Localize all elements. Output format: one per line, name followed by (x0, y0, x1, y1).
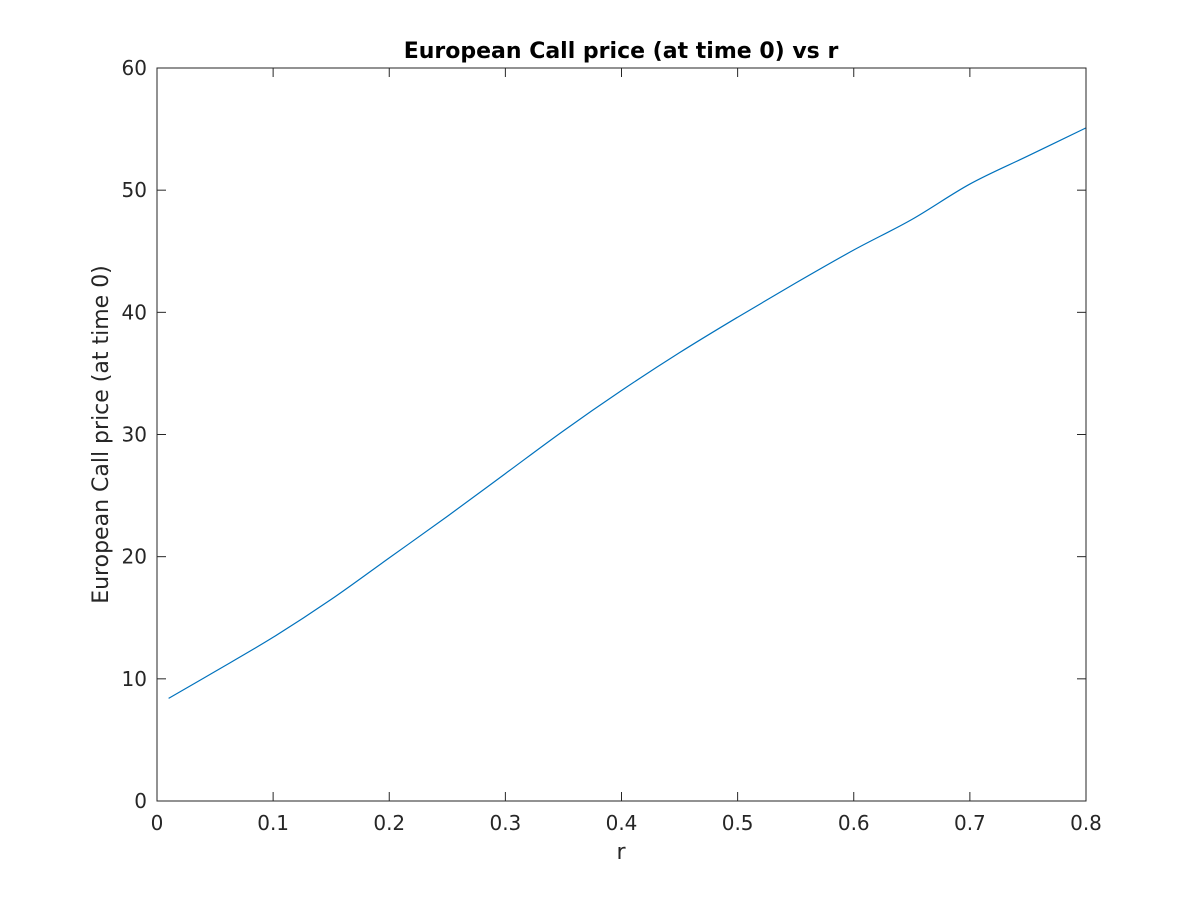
x-tick-label: 0.5 (722, 811, 754, 835)
x-tick-label: 0.1 (257, 811, 289, 835)
y-tick-label: 30 (122, 423, 147, 447)
x-axis: 0 0.1 0.2 0.3 0.4 0.5 0.6 0.7 0.8 (151, 68, 1102, 835)
plot-area (157, 68, 1086, 801)
x-tick-label: 0.3 (489, 811, 521, 835)
x-tick-label: 0.2 (373, 811, 405, 835)
y-tick-label: 50 (122, 178, 147, 202)
x-tick-label: 0.7 (954, 811, 986, 835)
y-axis-label: European Call price (at time 0) (89, 265, 114, 604)
x-tick-label: 0.6 (838, 811, 870, 835)
x-tick-label: 0 (151, 811, 164, 835)
x-axis-label: r (616, 840, 626, 865)
x-tick-label: 0.8 (1070, 811, 1102, 835)
y-tick-label: 40 (122, 300, 147, 324)
series-layer (168, 127, 1087, 699)
y-tick-label: 0 (134, 789, 147, 813)
y-tick-label: 10 (122, 667, 147, 691)
y-tick-label: 20 (122, 545, 147, 569)
chart-title: European Call price (at time 0) vs r (404, 39, 839, 64)
x-tick-label: 0.4 (606, 811, 638, 835)
y-axis: 0 10 20 30 40 50 60 (122, 56, 1086, 813)
series-line (168, 127, 1087, 699)
y-tick-label: 60 (122, 56, 147, 80)
